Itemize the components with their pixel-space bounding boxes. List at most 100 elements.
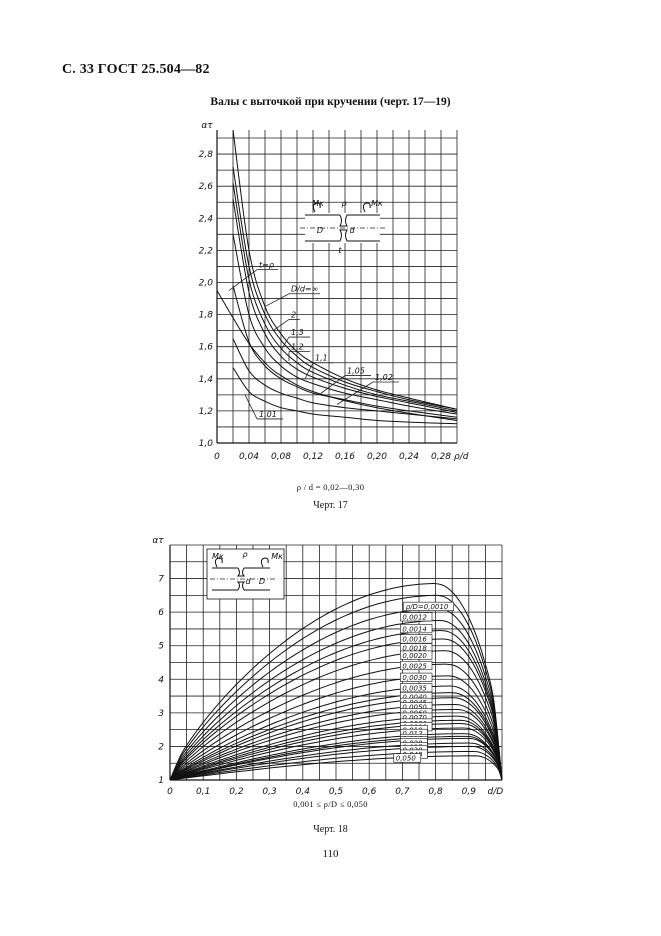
- series-label-box: [400, 624, 433, 634]
- series-label: 0,0018: [402, 645, 427, 653]
- torque-label-left: Mк: [312, 199, 324, 208]
- chart17-condition: ρ / d = 0,02—0,30: [296, 482, 365, 492]
- y-tick-label: 1,6: [199, 343, 214, 353]
- x-tick-label: 0,6: [362, 787, 377, 797]
- curve-0,0050: [169, 697, 503, 781]
- x-tick-label: 0,8: [428, 787, 443, 797]
- series-label: 0,0070: [402, 714, 427, 722]
- y-tick-label: 1: [158, 776, 164, 786]
- curve-0,0030: [169, 663, 503, 781]
- chart17-caption: Черт. 17: [313, 500, 348, 511]
- curve-label: 2: [291, 310, 296, 319]
- groove: [236, 581, 246, 591]
- y-tick-label: 3: [158, 709, 164, 719]
- torque-label-right: Mк: [271, 552, 283, 561]
- curve-label: 1,2: [291, 343, 304, 352]
- leader-line: [280, 336, 290, 351]
- leader-line: [320, 375, 346, 394]
- section-title: Валы с выточкой при кручении (черт. 17—1…: [210, 96, 451, 108]
- curve-0,025: [169, 742, 503, 781]
- series-label-box: [400, 672, 433, 682]
- x-tick-label: 0,9: [462, 787, 477, 797]
- torque-label-left: Mк: [212, 552, 224, 561]
- torque-arrow: [214, 557, 223, 568]
- leader-line: [244, 394, 258, 420]
- x-tick-label: 0,28: [431, 452, 451, 462]
- series-label: 0,0025: [402, 662, 427, 670]
- curve-0,0018: [169, 630, 503, 781]
- curve-0,0035: [169, 675, 503, 781]
- y-tick-label: 2,4: [199, 214, 214, 224]
- leader-line: [336, 381, 374, 405]
- neck-diameter-label: d: [349, 226, 355, 235]
- y-tick-label: 4: [158, 675, 164, 685]
- x-tick-label: 0,04: [239, 452, 259, 462]
- series-label: 0,0012: [402, 614, 427, 622]
- y-tick-label: 6: [158, 608, 164, 618]
- series-label-box: [393, 753, 422, 763]
- curve-0,016: [169, 733, 503, 781]
- y-axis-label: ατ: [201, 121, 213, 131]
- curve-1,01: [232, 367, 458, 425]
- x-axis-label: ρ/d: [454, 452, 469, 462]
- diameter-label: D: [317, 226, 323, 235]
- x-tick-label: 0,20: [367, 452, 387, 462]
- curve-0,030: [169, 745, 503, 781]
- torque-label-right: Mк: [371, 199, 383, 208]
- torque-arrow: [362, 202, 371, 213]
- curve-0,012: [169, 727, 503, 781]
- series-label: 0,0035: [402, 684, 427, 692]
- y-tick-label: 1,2: [199, 407, 214, 417]
- radius-label: ρ: [242, 550, 247, 559]
- series-label: 0,0050: [402, 704, 427, 712]
- groove: [339, 214, 348, 227]
- leader-line: [272, 319, 290, 331]
- y-tick-label: 2,0: [199, 278, 214, 288]
- curve-label: 1,02: [375, 373, 393, 382]
- series-label: 0,0020: [402, 652, 427, 660]
- torque-arrow: [260, 557, 269, 568]
- curve-0,018: [169, 735, 503, 781]
- y-tick-label: 2,2: [199, 246, 214, 256]
- curve-0,040: [169, 750, 503, 781]
- y-tick-label: 2,8: [199, 150, 214, 160]
- curve-1,02: [232, 338, 458, 420]
- y-axis-label: ατ: [152, 536, 164, 546]
- series-label-box: [400, 612, 433, 622]
- series-label-box: [400, 650, 433, 660]
- x-tick-label: 0,08: [271, 452, 291, 462]
- curve-label: 1,3: [291, 328, 304, 337]
- groove: [236, 567, 246, 577]
- curve-0,020: [169, 737, 503, 781]
- x-tick-label: 0,12: [303, 452, 323, 462]
- series-label-box: [403, 601, 455, 611]
- groove: [339, 229, 348, 242]
- curve-0,0020: [169, 638, 503, 781]
- curve-1,05: [232, 285, 458, 418]
- curve-0,0045: [169, 692, 503, 781]
- x-tick-label: 0,3: [262, 787, 277, 797]
- leader-line: [304, 362, 314, 379]
- curve-0,0060: [169, 703, 503, 781]
- series-label: 0,0016: [402, 636, 427, 644]
- chart18-condition: 0,001 ≤ ρ/D ≤ 0,050: [293, 799, 368, 809]
- leader-line: [264, 293, 290, 307]
- curve-0,0090: [169, 719, 503, 781]
- curve-0,0012: [169, 594, 503, 781]
- page-header: С. 33 ГОСТ 25.504—82: [62, 62, 210, 77]
- x-tick-label: 0,24: [399, 452, 419, 462]
- curve-1,2: [232, 198, 458, 413]
- series-label-box: [400, 683, 433, 693]
- chart18-caption: Черт. 18: [313, 824, 348, 835]
- curve-0,0025: [169, 650, 503, 781]
- torque-arrow: [312, 202, 321, 213]
- curve-0,0080: [169, 715, 503, 781]
- diameter-label: D: [259, 577, 265, 586]
- x-tick-label: 0,5: [329, 787, 344, 797]
- series-label: 0,050: [396, 755, 417, 763]
- curve-0,010: [169, 723, 503, 781]
- curve-label: 1,01: [259, 410, 277, 419]
- depth-label: t: [338, 246, 342, 255]
